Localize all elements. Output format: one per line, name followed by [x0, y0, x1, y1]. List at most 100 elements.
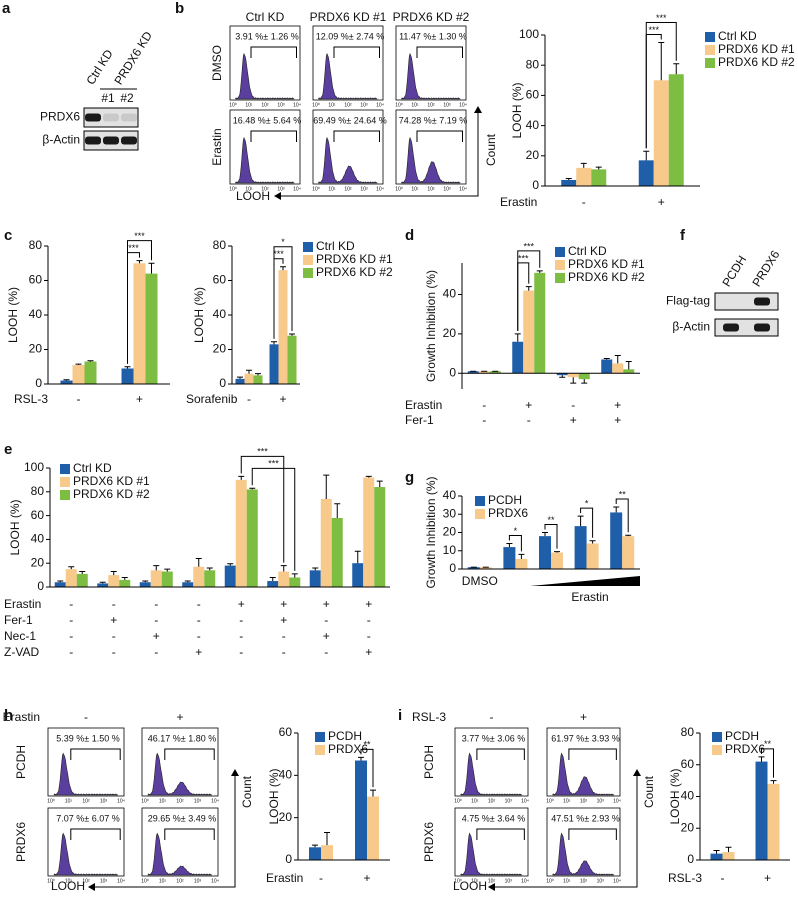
x-tick-label: 10⁴ — [117, 878, 125, 884]
legend-label: PRDX6 KD #1 — [718, 42, 795, 56]
condition-value: + — [323, 629, 330, 643]
x-tick-label: 10² — [261, 186, 269, 192]
x-tick-label: 10³ — [100, 798, 108, 804]
condition-value: + — [614, 413, 621, 427]
bar — [574, 526, 587, 569]
x-tick-label: 10¹ — [563, 798, 571, 804]
significance-bracket — [645, 34, 662, 149]
error-bar — [255, 373, 261, 376]
y-axis-label: LOOH (%) — [668, 768, 682, 824]
legend-label: PRDX6 — [488, 506, 528, 520]
bar — [601, 359, 613, 374]
y-tick-label: 60 — [279, 725, 293, 739]
y-tick-label: 0 — [35, 376, 42, 390]
y-tick-label: 40 — [443, 287, 457, 301]
y-tick-label: 40 — [443, 488, 457, 502]
y-axis-label: LOOH (%) — [6, 287, 20, 343]
histogram — [552, 752, 615, 796]
condition-value: - — [324, 645, 328, 659]
legend-swatch — [60, 464, 70, 474]
x-tick-label: 10⁰ — [141, 878, 149, 884]
error-bar — [68, 566, 75, 570]
row-label: PCDH — [14, 745, 28, 779]
row-label: PRDX6 — [422, 822, 436, 862]
significance-bracket — [360, 748, 374, 788]
bar — [668, 74, 684, 186]
significance-bracket — [251, 467, 296, 571]
bar — [623, 369, 635, 374]
y-tick-label: 20 — [526, 148, 540, 162]
error-bar — [99, 581, 106, 584]
condition-value: - — [482, 398, 486, 412]
panel-letter: c — [4, 227, 12, 244]
blot-band — [754, 323, 770, 332]
x-tick-label: 10¹ — [563, 878, 571, 884]
condition-value: - — [197, 597, 201, 611]
condition-value: - — [69, 629, 73, 643]
blot-band — [754, 297, 770, 306]
error-bar — [536, 270, 543, 273]
bar — [374, 487, 386, 587]
bar — [309, 847, 321, 860]
x-tick-label: 10¹ — [159, 798, 167, 804]
gate — [70, 828, 121, 840]
bar — [539, 536, 551, 569]
condition-label: RSL-3 — [14, 392, 48, 406]
condition-value: + — [570, 413, 577, 427]
arrow-head — [88, 883, 95, 891]
significance-bracket — [580, 507, 594, 538]
legend-label: PCDH — [488, 493, 522, 507]
condition-value: + — [153, 629, 160, 643]
blot-strip — [714, 318, 779, 337]
condition-value: - — [482, 413, 486, 427]
gate — [476, 828, 525, 840]
legend-swatch — [303, 242, 313, 252]
condition-value: - — [282, 645, 286, 659]
error-bar — [280, 266, 286, 271]
significance-bracket — [517, 262, 530, 331]
x-tick-label: 10² — [488, 798, 496, 804]
sublane-label: #2 — [120, 91, 134, 105]
bar — [161, 571, 173, 587]
blot-band — [723, 323, 739, 332]
significance-label: *** — [648, 25, 659, 35]
lane-label: PRDX6 — [749, 248, 782, 290]
y-tick-label: 20 — [279, 810, 293, 824]
x-tick-label: 10² — [261, 102, 269, 108]
legend-label: PRDX6 KD #2 — [316, 265, 393, 279]
bar — [204, 570, 216, 587]
histogram — [235, 136, 295, 184]
bar — [355, 760, 367, 860]
condition-value: - — [527, 413, 531, 427]
condition-label: Nec-1 — [4, 629, 36, 643]
blot-band — [103, 113, 119, 122]
error-bar — [354, 550, 361, 564]
gate-label: 74.28 %± 7.19 % — [399, 115, 467, 125]
x-tick-label: 10¹ — [65, 878, 73, 884]
x-tick-label: 10⁰ — [395, 186, 403, 192]
bar — [253, 375, 263, 384]
gate-label: 4.75 %± 3.64 % — [462, 813, 525, 823]
error-bar — [323, 474, 330, 499]
error-bar — [206, 567, 213, 571]
bar — [479, 567, 492, 569]
x-tick-label: 10⁴ — [117, 798, 125, 804]
arrow-head — [633, 769, 641, 776]
error-bar — [506, 542, 513, 548]
row-label: DMSO — [210, 45, 224, 81]
bar — [489, 371, 501, 374]
bar — [653, 80, 669, 186]
error-bar — [614, 355, 621, 364]
column-header: PRDX6 KD #1 — [310, 10, 387, 24]
gate-label: 69.49 %± 24.64 % — [313, 115, 387, 125]
y-tick-label: 60 — [681, 757, 695, 771]
legend-swatch — [705, 32, 715, 42]
histogram — [460, 752, 523, 796]
legend-label: PRDX6 — [328, 742, 368, 756]
error-bar — [289, 333, 295, 336]
y-axis-label: LOOH (%) — [8, 499, 22, 555]
error-bar — [312, 844, 318, 848]
legend-swatch — [315, 745, 325, 755]
x-tick-label: 10⁰ — [312, 102, 320, 108]
sublane-label: #1 — [101, 91, 115, 105]
